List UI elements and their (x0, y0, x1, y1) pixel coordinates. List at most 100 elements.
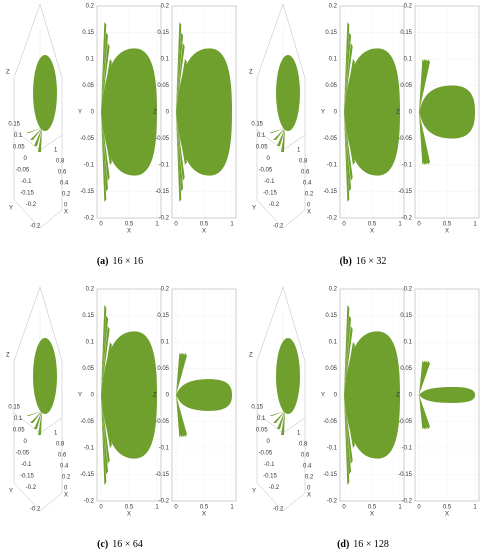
tick-label: -0.15 (80, 472, 94, 478)
side-lobe (176, 352, 187, 438)
tick-label: -0.2 (84, 499, 95, 505)
tick-label: 0.5 (368, 222, 377, 228)
tick-label: 0.15 (8, 122, 20, 128)
axis-label: X (64, 493, 68, 499)
tick-label: -0.15 (323, 189, 337, 195)
axis-label: Y (321, 393, 325, 399)
tick-label: 0 (417, 505, 421, 511)
panel: Z 0.15 0.1 0.05 0 -0.05 -0.1 -0.15 -0.2 0 0.2 0.4 0.… (6, 3, 237, 267)
tick-label: -0.1 (159, 446, 170, 452)
tick-label: -0.2 (26, 202, 37, 208)
main-lobe (176, 48, 232, 176)
tick-label: 0 (307, 203, 311, 209)
wireframe (282, 3, 306, 79)
tick-label: 0.15 (8, 405, 20, 411)
tick-label: 0 (307, 486, 311, 492)
tick-label: 1 (398, 505, 402, 511)
tick-label: 0 (409, 110, 413, 116)
tick-label: 0 (64, 486, 68, 492)
tick-label: 0.2 (329, 287, 338, 293)
tick-label: -0.05 (398, 419, 412, 425)
tick-label: 0.15 (325, 30, 337, 36)
caption: (b) 16 × 32 (340, 256, 387, 267)
side-lobe (176, 352, 185, 438)
side-lobe (344, 304, 350, 486)
wireframe (256, 199, 284, 229)
caption: (a) 16 × 16 (97, 256, 143, 267)
tick-label: 1 (155, 505, 159, 511)
tick-label: -0.1 (21, 179, 32, 185)
caption-label: (a) (97, 256, 109, 267)
side-lobe (344, 326, 353, 464)
side-lobe (419, 59, 428, 165)
side-lobe (38, 411, 42, 435)
tick-label: 0.8 (299, 442, 308, 448)
tick-label: -0.2 (327, 499, 338, 505)
tick-label: 0.2 (86, 4, 95, 10)
side-lobe (344, 21, 350, 203)
tick-label: 0.1 (329, 340, 338, 346)
caption-text: 16 × 32 (356, 256, 387, 267)
side-lobe (419, 59, 427, 165)
tick-label: 0.6 (301, 170, 310, 176)
tick-label: 0 (417, 222, 421, 228)
axis-label: Y (78, 393, 82, 399)
side-lobe (281, 128, 285, 152)
axis-label: Y (252, 489, 256, 495)
wireframe (13, 286, 41, 362)
tick-label: -0.05 (16, 451, 30, 457)
side-lobe (344, 43, 353, 181)
tick-label: -0.2 (269, 202, 280, 208)
wireframe (256, 129, 284, 151)
side-lobe (34, 411, 42, 429)
tick-label: -0.15 (155, 189, 169, 195)
tick-label: -0.2 (273, 224, 284, 230)
axis-label: Z (396, 393, 400, 399)
tick-label: 0 (174, 222, 178, 228)
tick-label: -0.1 (159, 163, 170, 169)
axis-label: Z (153, 393, 157, 399)
tick-label: 0 (334, 110, 338, 116)
tick-label: 0.6 (301, 453, 310, 459)
tick-label: 0.05 (82, 366, 94, 372)
main-lobe (344, 331, 400, 459)
tick-label: 0.6 (58, 453, 67, 459)
tick-label: 0.1 (329, 57, 338, 63)
axis-label: X (64, 210, 68, 216)
side-lobe (176, 352, 184, 438)
side-lobe (38, 128, 42, 152)
tick-label: 0 (91, 393, 95, 399)
side-lobe (281, 411, 285, 435)
side-lobe (101, 43, 110, 181)
tick-label: 0.4 (60, 181, 69, 187)
tick-label: -0.15 (263, 474, 277, 480)
main-lobe (276, 338, 300, 414)
side-lobe (344, 315, 352, 475)
side-lobe (344, 32, 352, 192)
axis-label: Y (321, 110, 325, 116)
axis-label: X (202, 512, 206, 518)
main-lobe (419, 387, 475, 403)
axis-label: X (307, 210, 311, 216)
tick-label: -0.05 (259, 168, 273, 174)
panel: Z 0.15 0.1 0.05 0 -0.05 -0.1 -0.15 -0.2 0 0.2 0.4 0.… (249, 287, 480, 550)
tick-label: -0.2 (159, 216, 170, 222)
tick-label: 0.05 (13, 145, 25, 151)
tick-label: 0.2 (62, 475, 71, 481)
tick-label: 0.05 (157, 83, 169, 89)
tick-label: 0.15 (325, 313, 337, 319)
wireframe (13, 3, 41, 79)
tick-label: 0.05 (400, 83, 412, 89)
tick-label: 1 (398, 222, 402, 228)
tick-label: -0.15 (20, 191, 34, 197)
tick-label: 0 (174, 505, 178, 511)
side-lobe (176, 21, 182, 203)
tick-label: 0.15 (157, 313, 169, 319)
side-lobe (273, 411, 285, 423)
caption-text: 16 × 128 (353, 539, 389, 550)
tick-label: -0.2 (30, 224, 41, 230)
tick-label: 1 (230, 222, 234, 228)
wireframe (39, 417, 63, 434)
tick-label: -0.1 (264, 462, 275, 468)
